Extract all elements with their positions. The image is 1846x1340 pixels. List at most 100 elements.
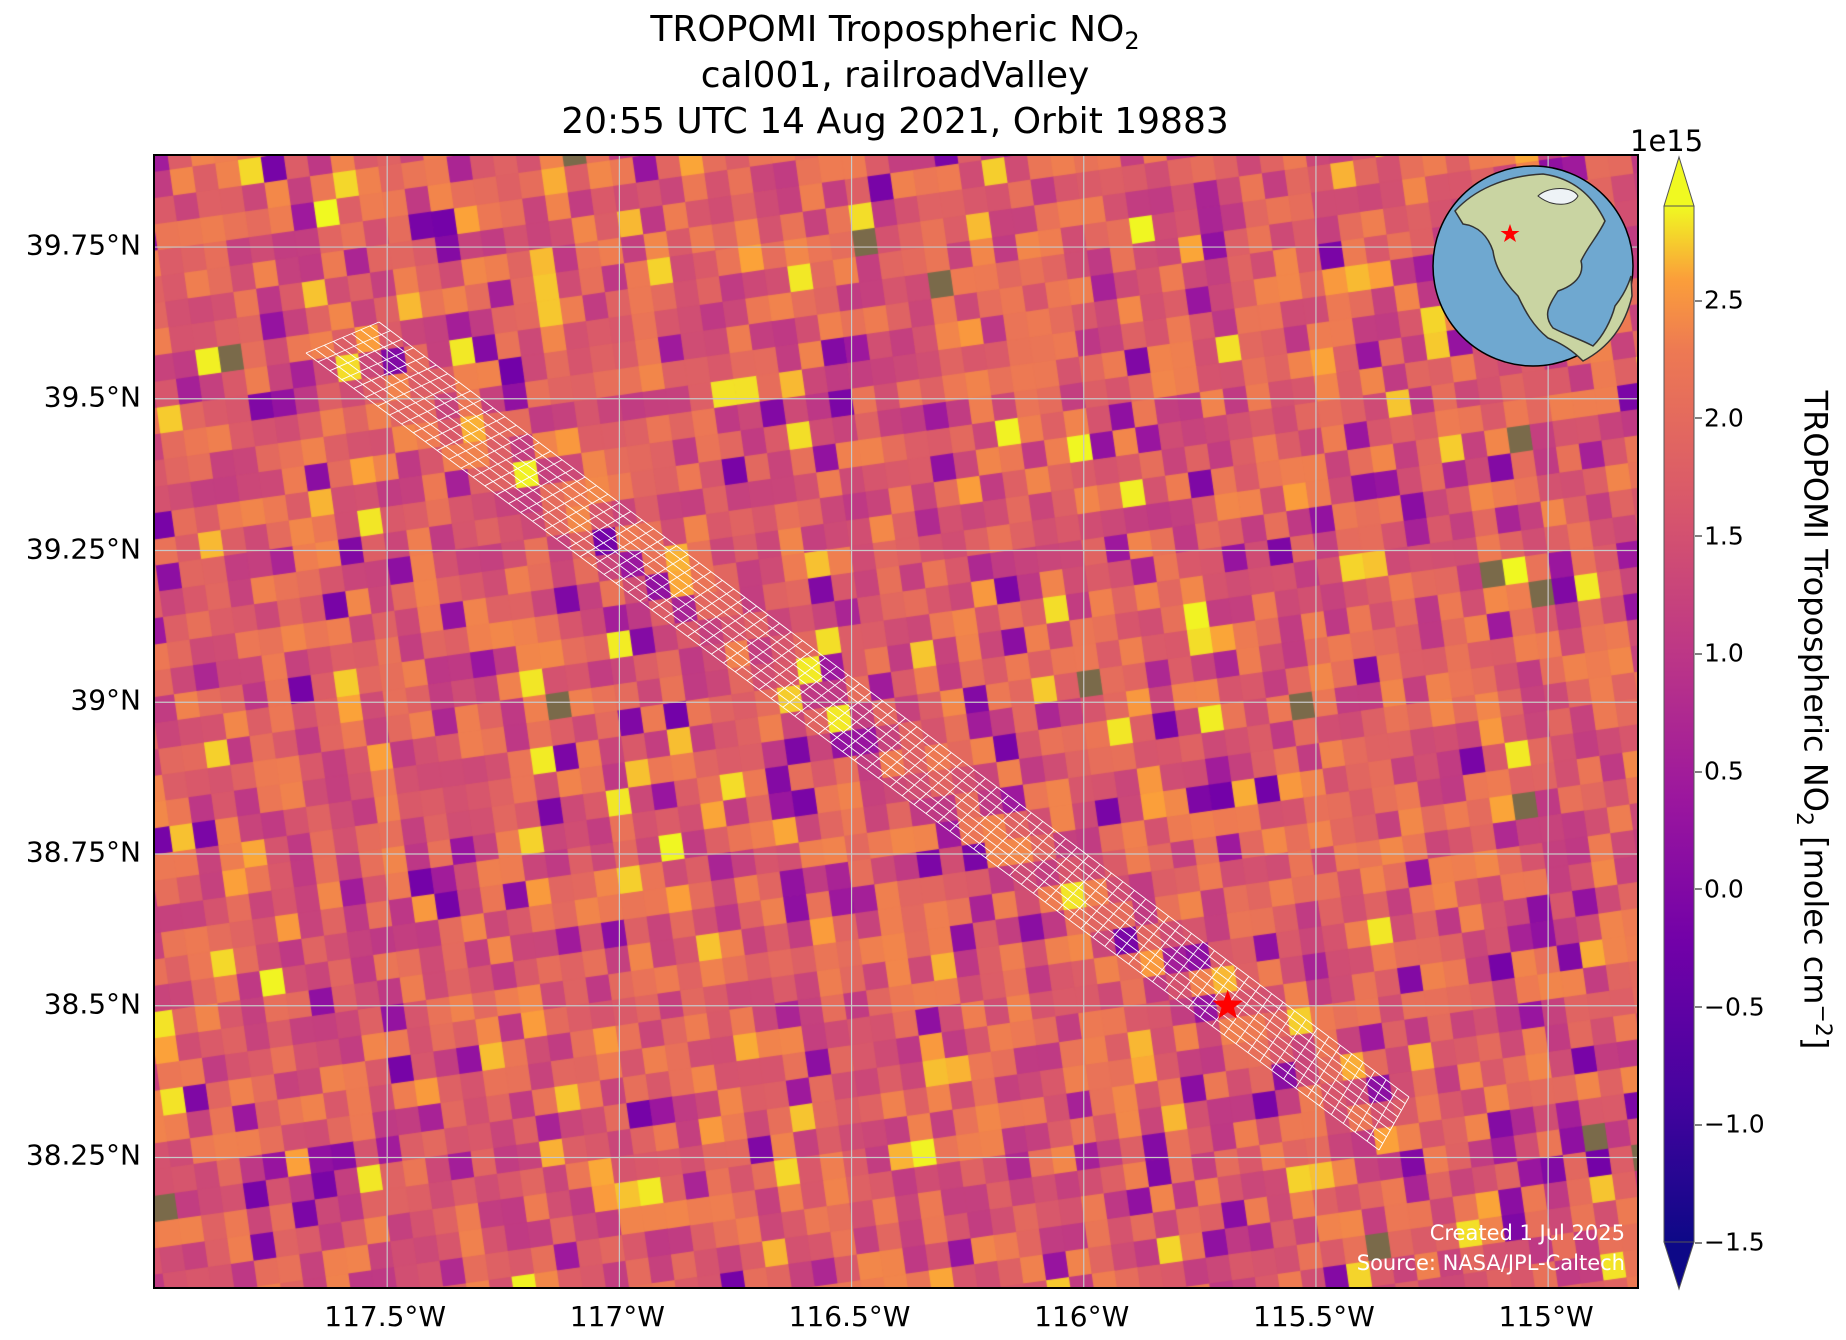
swath-across-line — [746, 640, 803, 682]
y-tick-label: 38.25°N — [25, 1138, 141, 1172]
swath-across-line — [544, 493, 609, 531]
swath-across-line — [1235, 993, 1273, 1044]
swath-across-line — [1342, 1070, 1376, 1124]
swath-across-line — [1199, 967, 1238, 1018]
swath-across-line — [353, 356, 425, 389]
site-star-icon — [1212, 989, 1243, 1019]
swath-across-line — [1140, 924, 1181, 974]
swath-across-line — [985, 812, 1032, 859]
swath-across-line — [663, 579, 723, 620]
swath-across-line — [436, 416, 506, 451]
title-line-3: 20:55 UTC 14 Aug 2021, Orbit 19883 — [561, 101, 1229, 142]
swath-across-line — [1223, 984, 1261, 1036]
swath-across-line — [341, 347, 414, 380]
colorbar-tick-label: 0.5 — [1695, 756, 1744, 786]
swath-across-line — [1271, 1019, 1307, 1071]
swath-across-line — [389, 381, 460, 416]
swath-across-line — [496, 459, 563, 496]
colorbar-tick-label: 0.0 — [1695, 874, 1744, 904]
swath-across-line — [1152, 933, 1192, 983]
swath-across-line — [901, 752, 952, 797]
swath-across-line — [877, 734, 929, 779]
x-tick-label: 116°W — [1034, 1300, 1130, 1333]
colorbar-tick-label: −1.5 — [1695, 1227, 1765, 1257]
swath-across-line — [937, 778, 986, 823]
globe-inset — [1432, 165, 1634, 367]
swath-across-line — [830, 700, 883, 743]
swath-across-line — [1021, 838, 1066, 885]
swath-across-line — [913, 760, 963, 805]
swath-across-line — [723, 623, 780, 664]
swath-across-line — [317, 330, 391, 363]
swath-across-line — [889, 743, 941, 788]
swath-across-line — [1164, 941, 1204, 991]
swath-across-line — [377, 373, 448, 407]
globe-site-star — [1500, 224, 1520, 242]
swath-across-line — [997, 821, 1044, 867]
swath-across-line — [782, 666, 838, 708]
swath-across-line — [520, 476, 586, 513]
swath-across-line — [568, 511, 632, 549]
swath-across-line — [1247, 1002, 1284, 1053]
swath-across-line — [472, 442, 540, 478]
swath-across-line — [532, 485, 597, 522]
map-overlay — [155, 156, 1637, 1287]
x-tick-label: 115°W — [1498, 1300, 1594, 1333]
swath-across-line — [627, 554, 689, 593]
colorbar-tick-label: −1.0 — [1695, 1109, 1765, 1139]
swath-across-line — [866, 726, 918, 770]
title-line-2: cal001, railroadValley — [700, 55, 1090, 96]
y-tick-label: 39°N — [70, 683, 141, 717]
created-date: Created 1 Jul 2025 — [1429, 1221, 1625, 1245]
colorbar-offset-label: 1e15 — [1630, 124, 1704, 158]
swath-across-line — [1104, 898, 1147, 947]
swath-across-line — [675, 588, 735, 628]
colorbar-tick-label: 2.5 — [1695, 285, 1744, 315]
colorbar-gradient — [1663, 205, 1695, 1243]
x-tick-label: 117°W — [569, 1300, 665, 1333]
swath-across-line — [949, 786, 998, 832]
swath-across-line — [699, 605, 757, 646]
swath-across-line — [734, 631, 792, 673]
swath-across-line — [687, 597, 746, 637]
colorbar-tick-label: 1.0 — [1695, 638, 1744, 668]
swath-across-line — [448, 424, 517, 460]
colorbar-bottom-extend — [1663, 1241, 1695, 1291]
swath-across-line — [1128, 915, 1170, 965]
colorbar-label: TROPOMI Tropospheric NO2 [molec cm−2] — [1790, 390, 1836, 1050]
x-tick-label: 115.5°W — [1253, 1300, 1375, 1333]
y-tick-label: 39.75°N — [25, 228, 141, 262]
swath-across-line — [305, 321, 380, 354]
swath-across-line — [401, 390, 471, 425]
globe-greenland — [1537, 188, 1579, 205]
swath-across-line — [1307, 1045, 1341, 1098]
swath-across-line — [1032, 846, 1078, 894]
swath-across-line — [1175, 950, 1215, 1000]
x-tick-label: 117.5°W — [324, 1300, 447, 1333]
swath-across-line — [484, 450, 551, 487]
y-tick-label: 38.75°N — [25, 835, 141, 869]
swath-across-line — [1056, 864, 1101, 912]
swath-across-line — [579, 519, 643, 558]
colorbar — [1663, 155, 1695, 1291]
swath-across-line — [651, 571, 712, 611]
swath-across-line — [508, 467, 574, 504]
swath-across-line — [413, 399, 483, 434]
swath-across-line — [639, 562, 700, 602]
colorbar-top-extend — [1663, 155, 1695, 207]
swath-across-line — [1378, 1096, 1410, 1151]
gridlines — [155, 156, 1637, 1287]
swath-across-line — [603, 536, 666, 575]
swath-across-line — [1092, 890, 1135, 938]
map-plot: Created 1 Jul 2025 Source: NASA/JPL-Calt… — [153, 154, 1639, 1289]
swath-across-line — [1009, 829, 1055, 876]
swath-across-line — [1319, 1053, 1353, 1106]
site-marker — [1212, 989, 1243, 1019]
swath-pixel-mesh — [305, 321, 1410, 1151]
colorbar-tick-label: −0.5 — [1695, 992, 1765, 1022]
swath-across-line — [794, 674, 849, 717]
swath-across-line — [818, 691, 872, 735]
swath-across-line — [925, 769, 975, 814]
swath-across-line — [1295, 1036, 1330, 1089]
swath-across-line — [961, 795, 1009, 841]
